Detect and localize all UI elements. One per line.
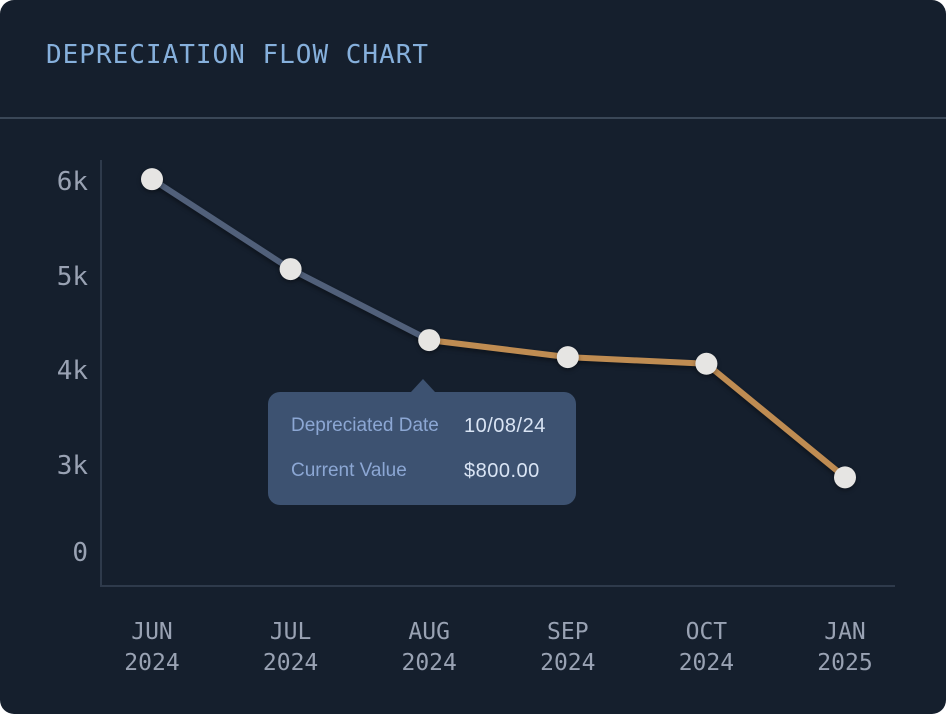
y-tick-label: 0 [72, 538, 88, 568]
x-tick-month: JUN [131, 619, 173, 645]
data-point[interactable] [834, 466, 856, 489]
x-tick-label: JUN 2024 [82, 617, 222, 679]
x-tick-label: JUL 2024 [221, 617, 361, 679]
tooltip-rows: Depreciated Date 10/08/24 Current Value $80… [291, 413, 552, 484]
x-tick-year: 2025 [817, 650, 873, 676]
tooltip-row-value: 10/08/24 [464, 415, 546, 437]
x-tick-month: JAN [824, 619, 866, 645]
line-amber-segment [426, 337, 848, 481]
y-tick-label: 4k [56, 356, 88, 387]
x-tick-month: JUL [269, 619, 312, 645]
data-point[interactable] [279, 258, 302, 281]
x-tick-month: SEP [547, 619, 589, 645]
x-tick-year: 2024 [678, 650, 735, 676]
y-tick-label: 3k [56, 451, 88, 481]
x-tick-month: OCT [685, 619, 728, 645]
x-tick-label: SEP 2024 [498, 617, 638, 679]
x-tick-label: AUG 2024 [359, 617, 499, 679]
x-tick-year: 2024 [124, 650, 180, 676]
tooltip-row-label: Current Value [291, 460, 407, 481]
x-tick-month: AUG [408, 619, 450, 645]
chart-tooltip: Depreciated Date 10/08/24 Current Value $80… [268, 379, 576, 505]
data-point[interactable] [556, 346, 579, 369]
x-tick-year: 2024 [262, 650, 319, 676]
tooltip-arrow-icon [411, 379, 435, 392]
x-tick-label: JAN 2025 [775, 617, 915, 679]
header-divider [0, 117, 946, 119]
tooltip-row: Depreciated Date 10/08/24 [291, 413, 552, 439]
card-header: DEPRECIATION FLOW CHART [0, 0, 946, 70]
x-tick-year: 2024 [401, 650, 457, 676]
tooltip-row-value: $800.00 [464, 460, 540, 482]
page-title: DEPRECIATION FLOW CHART [46, 40, 430, 70]
data-point[interactable] [418, 329, 441, 352]
y-tick-label: 6k [56, 167, 88, 197]
y-tick-label: 5k [56, 261, 88, 292]
data-point[interactable] [141, 168, 163, 191]
axis-lines [100, 160, 895, 587]
x-tick-year: 2024 [540, 650, 596, 676]
data-point[interactable] [695, 352, 718, 375]
tooltip-row-label: Depreciated Date [291, 415, 439, 436]
tooltip-row: Current Value $800.00 [291, 458, 552, 484]
x-tick-label: OCT 2024 [636, 617, 776, 679]
